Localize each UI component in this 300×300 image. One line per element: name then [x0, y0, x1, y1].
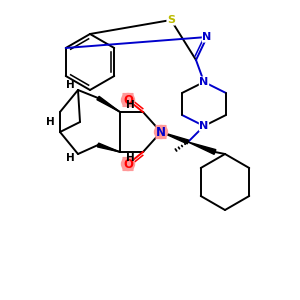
- Text: O: O: [123, 94, 133, 106]
- Text: H: H: [126, 100, 134, 110]
- Polygon shape: [98, 143, 120, 152]
- Text: H: H: [66, 80, 74, 90]
- Text: H: H: [66, 153, 74, 163]
- Text: N: N: [200, 77, 208, 87]
- Text: S: S: [167, 15, 175, 25]
- Circle shape: [122, 158, 134, 170]
- Text: H: H: [126, 153, 134, 163]
- Text: N: N: [156, 125, 166, 139]
- Polygon shape: [161, 132, 189, 144]
- Text: N: N: [200, 121, 208, 131]
- Text: H: H: [46, 117, 54, 127]
- Circle shape: [122, 94, 134, 106]
- Polygon shape: [97, 96, 120, 112]
- Text: N: N: [202, 32, 211, 42]
- Circle shape: [154, 125, 167, 139]
- Polygon shape: [188, 142, 216, 154]
- Text: O: O: [123, 158, 133, 170]
